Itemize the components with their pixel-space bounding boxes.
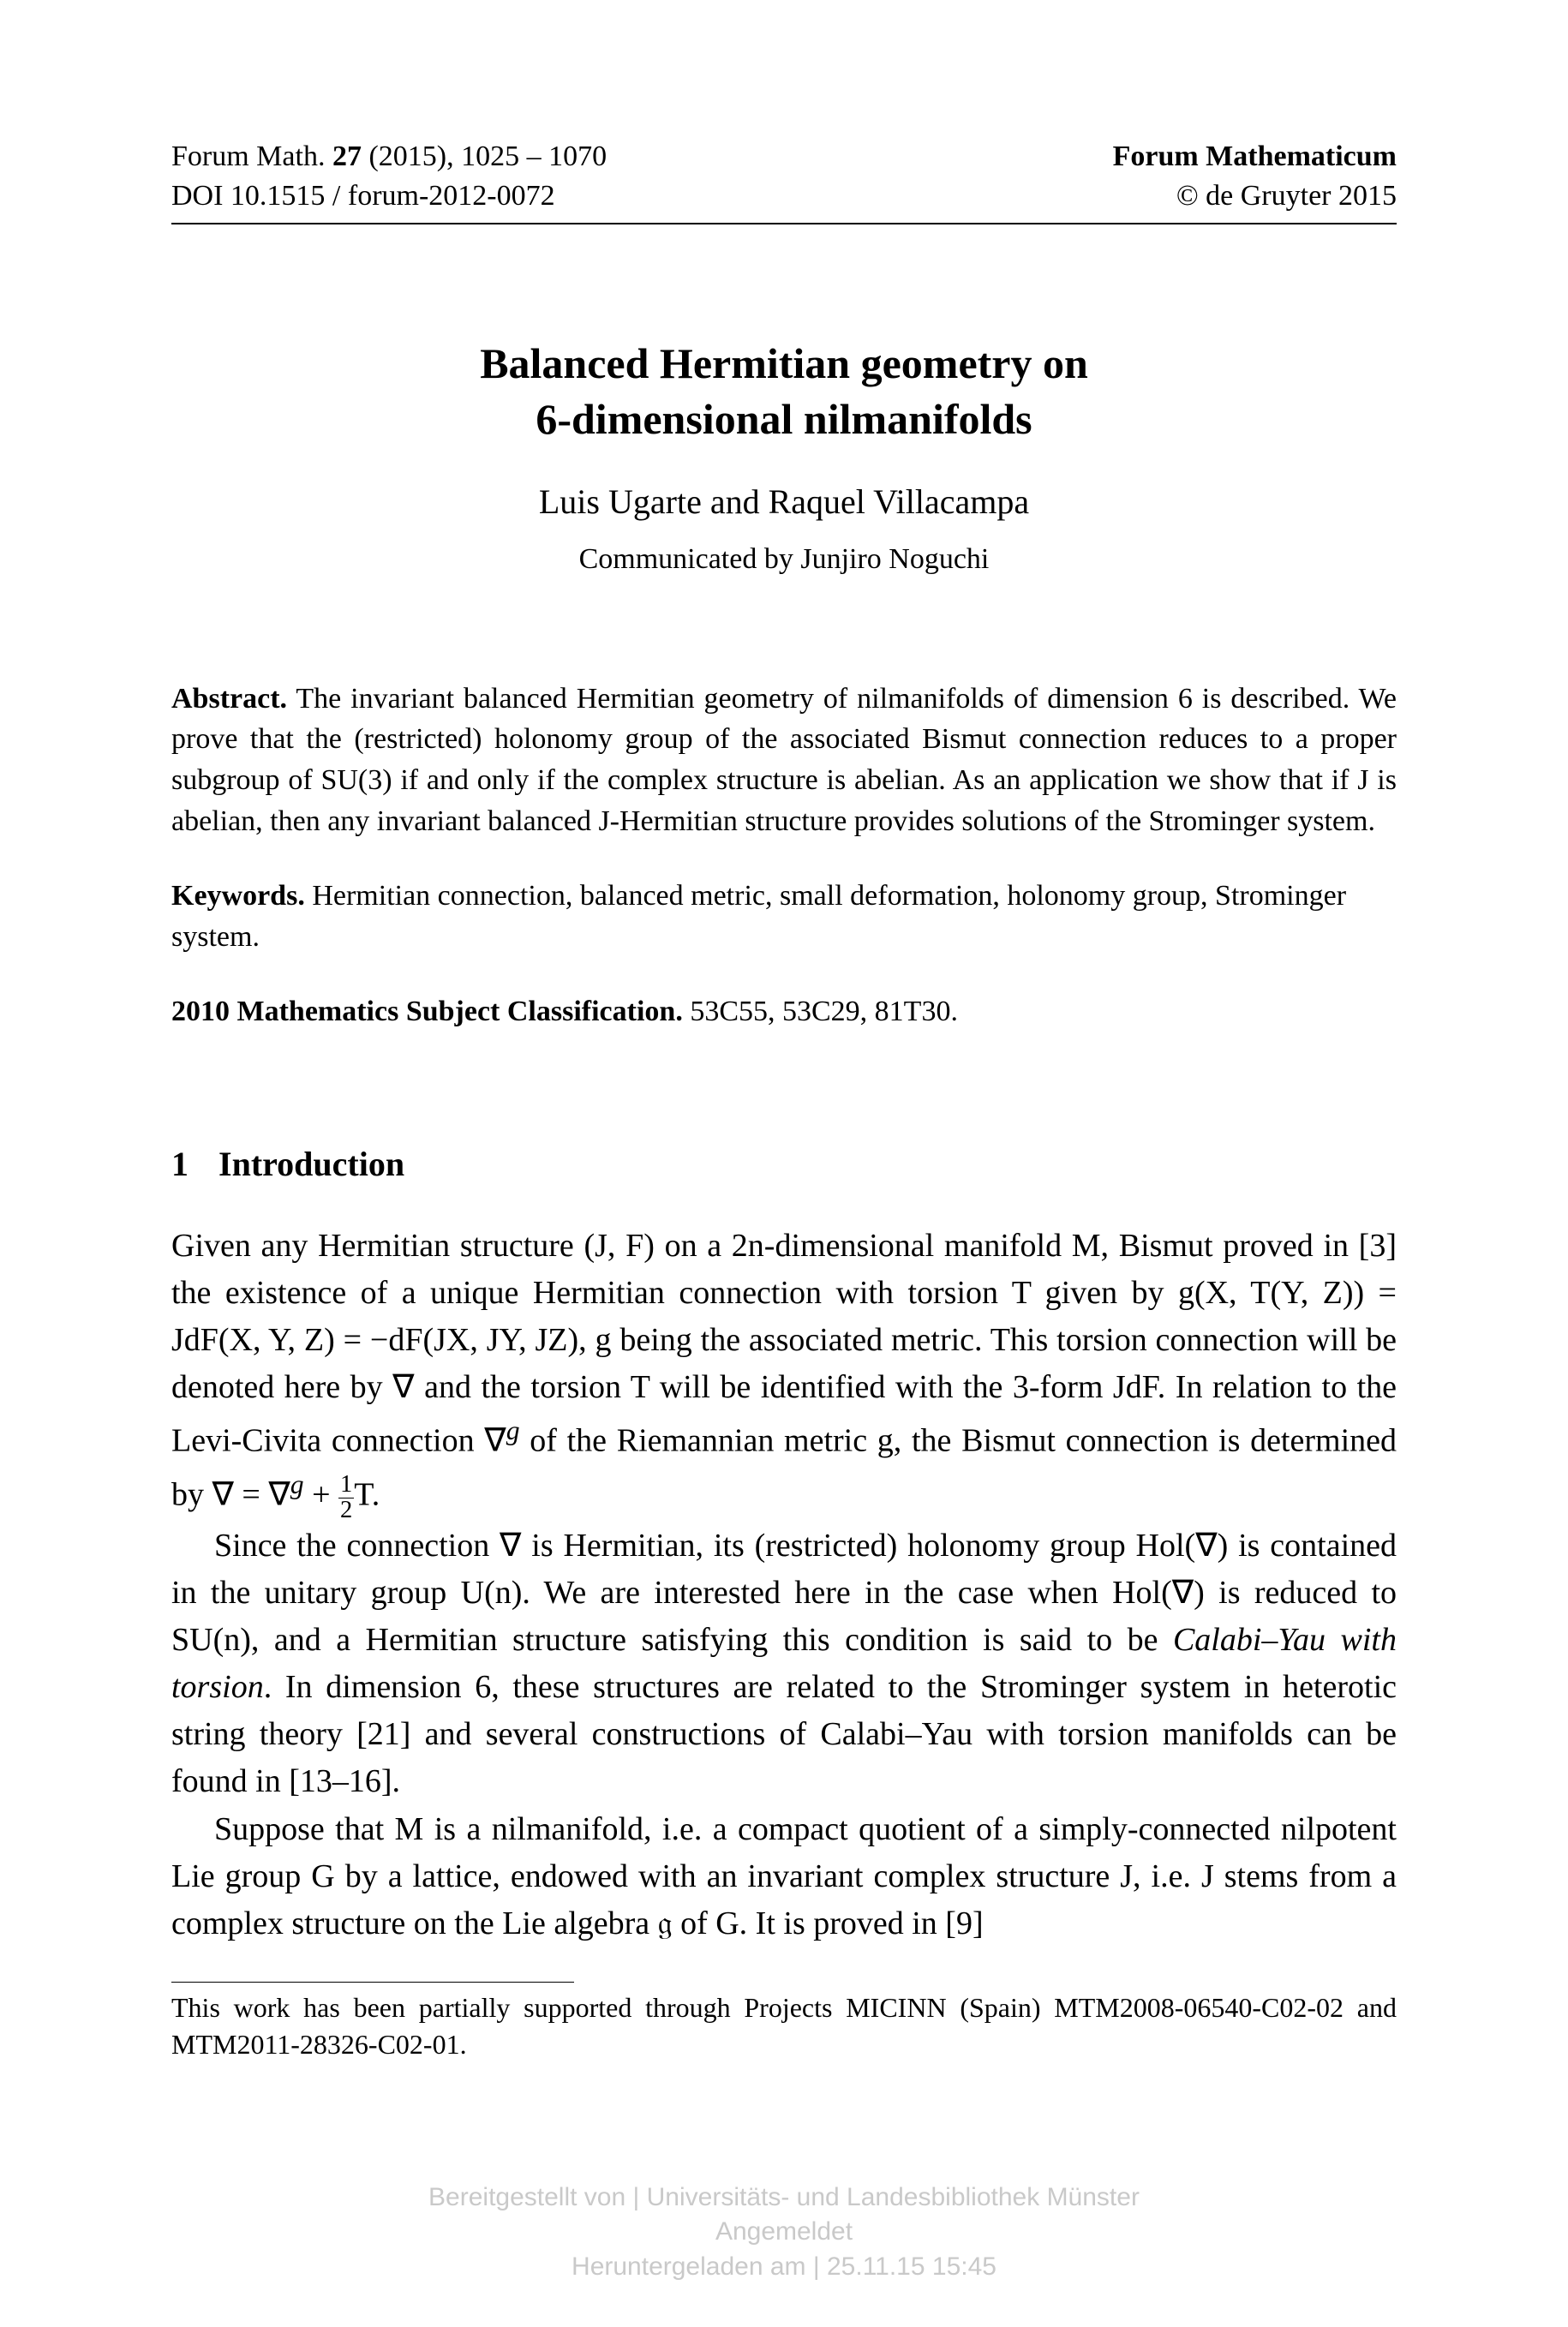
msc-label: 2010 Mathematics Subject Classification. <box>171 996 683 1027</box>
watermark-line-3: Heruntergeladen am | 25.11.15 15:45 <box>572 2252 996 2281</box>
abstract-block: Abstract. The invariant balanced Hermiti… <box>171 679 1397 841</box>
watermark-line-2: Angemeldet <box>715 2217 853 2246</box>
doi-line: DOI 10.1515 / forum-2012-0072 <box>171 176 607 216</box>
title-line-2: 6-dimensional nilmanifolds <box>536 395 1032 443</box>
journal-citation: Forum Math. 27 (2015), 1025 – 1070 <box>171 137 607 176</box>
msc-block: 2010 Mathematics Subject Classification.… <box>171 991 1397 1032</box>
paragraph-2: Since the connection ∇ is Hermitian, its… <box>171 1522 1397 1806</box>
p2-text-b: . In dimension 6, these structures are r… <box>171 1669 1397 1799</box>
section-title: Introduction <box>218 1145 404 1183</box>
journal-volume: 27 <box>332 141 362 172</box>
abstract-text: The invariant balanced Hermitian geometr… <box>171 683 1397 837</box>
footnote: This work has been partially supported t… <box>171 1989 1397 2063</box>
keywords-block: Keywords. Hermitian connection, balanced… <box>171 876 1397 957</box>
frac-numerator: 1 <box>338 1473 354 1498</box>
page-content: Forum Math. 27 (2015), 1025 – 1070 DOI 1… <box>0 0 1568 2063</box>
p1-text-d: T. <box>354 1477 380 1513</box>
copyright-line: © de Gruyter 2015 <box>1113 176 1397 216</box>
paragraph-3: Suppose that M is a nilmanifold, i.e. a … <box>171 1806 1397 1947</box>
p1-text-c: + <box>304 1477 338 1513</box>
p1-sup-g2: g <box>290 1469 304 1499</box>
msc-text: 53C55, 53C29, 81T30. <box>683 996 958 1027</box>
keywords-text: Hermitian connection, balanced metric, s… <box>171 880 1346 953</box>
footnote-rule <box>171 1982 574 1983</box>
journal-name-full: Forum Mathematicum <box>1113 137 1397 176</box>
header-right: Forum Mathematicum © de Gruyter 2015 <box>1113 137 1397 216</box>
watermark-line-1: Bereitgestellt von | Universitäts- und L… <box>428 2183 1140 2211</box>
page-header: Forum Math. 27 (2015), 1025 – 1070 DOI 1… <box>171 137 1397 224</box>
body-text: Given any Hermitian structure (J, F) on … <box>171 1223 1397 1947</box>
abstract-label: Abstract. <box>171 683 287 715</box>
p1-sup-g1: g <box>506 1415 520 1445</box>
keywords-label: Keywords. <box>171 880 305 912</box>
article-title: Balanced Hermitian geometry on 6-dimensi… <box>171 336 1397 447</box>
watermark: Bereitgestellt von | Universitäts- und L… <box>0 2180 1568 2285</box>
frac-denominator: 2 <box>338 1498 354 1523</box>
authors: Luis Ugarte and Raquel Villacampa <box>171 482 1397 522</box>
journal-pages: (2015), 1025 – 1070 <box>362 141 607 172</box>
communicated-by: Communicated by Junjiro Noguchi <box>171 543 1397 576</box>
title-line-1: Balanced Hermitian geometry on <box>480 339 1088 387</box>
journal-name-short: Forum Math. <box>171 141 332 172</box>
header-left: Forum Math. 27 (2015), 1025 – 1070 DOI 1… <box>171 137 607 216</box>
section-number: 1 <box>171 1144 189 1184</box>
section-heading: 1 Introduction <box>171 1144 1397 1184</box>
paragraph-1: Given any Hermitian structure (J, F) on … <box>171 1223 1397 1522</box>
fraction-half: 12 <box>338 1473 354 1522</box>
